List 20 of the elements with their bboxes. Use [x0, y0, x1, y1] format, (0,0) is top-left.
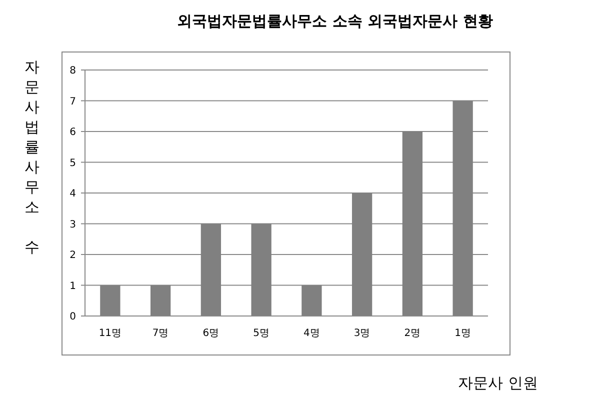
x-tick-label: 7명 — [152, 328, 169, 339]
y-tick-label: 3 — [70, 219, 76, 230]
x-tick-label: 3명 — [354, 328, 370, 339]
y-tick-label: 4 — [70, 188, 76, 200]
text: 자문사법률사무소 수 — [24, 58, 40, 256]
y-tick-label: 0 — [70, 312, 76, 322]
y-tick-label: 6 — [70, 127, 76, 138]
x-axis-title: 자문사 인원 — [458, 374, 538, 392]
y-tick-label: 8 — [70, 66, 76, 76]
chart-title: 외국법자문법률사무소 소속 외국법자문사 현황 — [177, 12, 493, 30]
x-tick-label: 11명 — [98, 328, 122, 339]
x-tick-label: 2명 — [404, 328, 421, 339]
x-tick-label: 6명 — [202, 328, 220, 339]
y-tick-label: 7 — [70, 96, 76, 108]
x-tick-label: 1명 — [454, 328, 471, 339]
y-tick-label: 5 — [70, 158, 76, 169]
y-tick-label: 2 — [70, 250, 76, 261]
x-tick-label: 4명 — [304, 328, 320, 339]
y-tick-label: 1 — [70, 280, 76, 292]
x-tick-label: 5명 — [253, 328, 270, 339]
